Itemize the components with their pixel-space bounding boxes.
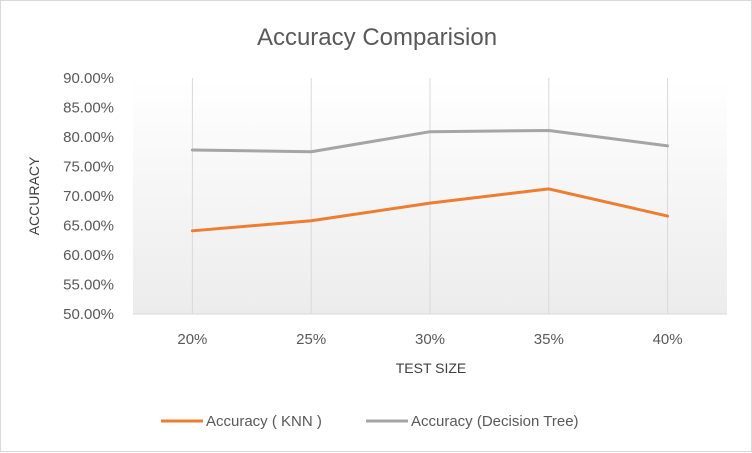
x-axis-label: TEST SIZE	[396, 360, 467, 376]
x-tick-label: 35%	[534, 331, 564, 348]
legend: Accuracy ( KNN ) Accuracy (Decision Tree)	[161, 413, 579, 430]
y-tick-label: 65.00%	[63, 218, 114, 235]
series-line	[190, 187, 670, 233]
y-axis-ticks: 50.00% 55.00% 60.00% 65.00% 70.00% 75.00% 80.0…	[63, 70, 114, 323]
chart-title: Accuracy Comparision	[257, 24, 497, 51]
y-tick-label: 75.00%	[63, 159, 114, 176]
series-line	[190, 129, 670, 154]
y-axis-label: ACCURACY	[26, 156, 42, 235]
x-tick-label: 40%	[653, 331, 683, 348]
y-tick-label: 85.00%	[63, 100, 114, 117]
x-tick-label: 30%	[415, 331, 445, 348]
y-tick-label: 70.00%	[63, 188, 114, 205]
y-tick-label: 50.00%	[63, 306, 114, 323]
y-tick-label: 80.00%	[63, 129, 114, 146]
grid-lines	[133, 78, 727, 315]
legend-label: Accuracy (Decision Tree)	[411, 413, 579, 430]
y-tick-label: 90.00%	[63, 70, 114, 87]
legend-label: Accuracy ( KNN )	[206, 413, 322, 430]
x-tick-label: 20%	[177, 331, 207, 348]
x-axis-ticks: 20% 25% 30% 35% 40%	[177, 331, 682, 348]
y-tick-label: 55.00%	[63, 277, 114, 294]
x-tick-label: 25%	[296, 331, 326, 348]
y-tick-label: 60.00%	[63, 247, 114, 264]
series-lines	[190, 129, 670, 233]
